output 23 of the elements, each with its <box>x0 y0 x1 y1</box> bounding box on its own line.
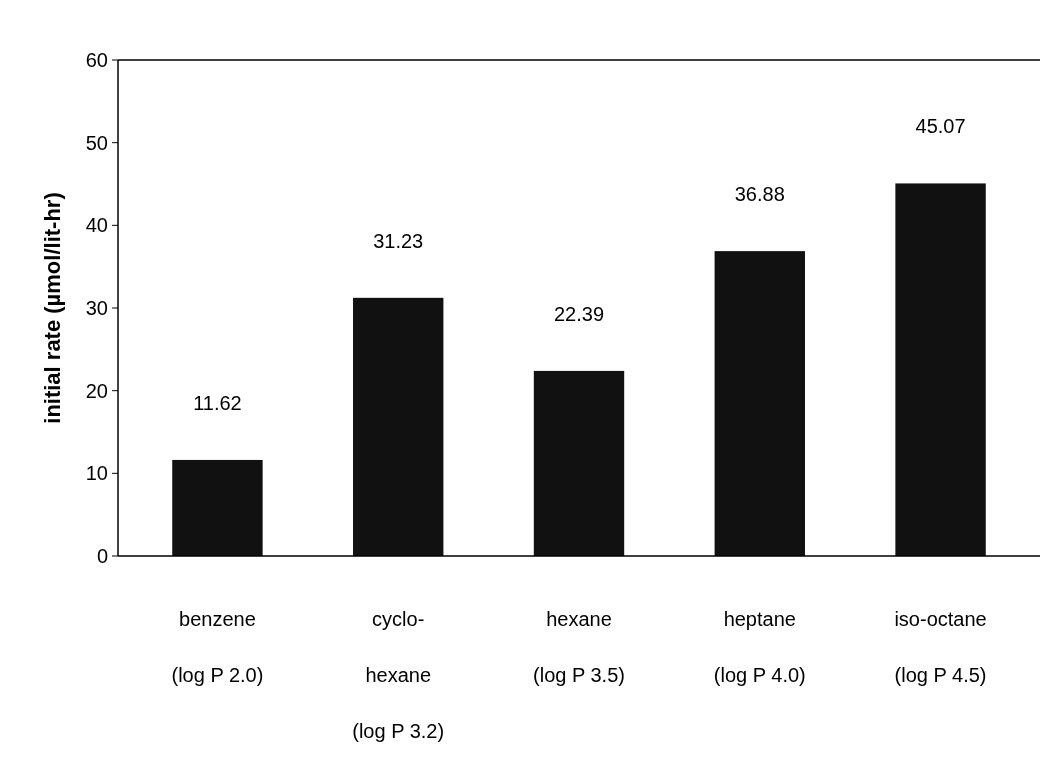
data-label: 22.39 <box>553 302 605 325</box>
data-label: 45.07 <box>915 115 966 138</box>
bar <box>895 183 986 556</box>
y-tick-label: 60 <box>85 49 108 71</box>
data-label: 11.62 <box>193 391 242 414</box>
bar <box>353 297 444 556</box>
category-label: heptane (log P 4.0) <box>713 608 806 686</box>
y-tick-label: 20 <box>85 379 108 402</box>
y-axis-title: initial rate (µmol/lit-hr) <box>40 192 65 424</box>
category-label: hexane (log P 3.5) <box>533 608 625 686</box>
y-tick-label: 30 <box>85 297 108 319</box>
y-tick-label: 0 <box>96 545 108 567</box>
y-tick-label: 10 <box>85 462 108 485</box>
category-label: iso-octane (log P 4.5) <box>894 608 987 686</box>
data-label: 36.88 <box>734 183 785 206</box>
y-tick-label: 40 <box>85 214 108 237</box>
y-tick-label: 50 <box>85 131 108 154</box>
category-label: cyclo- hexane (log P 3.2) <box>352 608 445 742</box>
bar <box>533 370 625 556</box>
bar <box>172 459 263 556</box>
category-label: benzene (log P 2.0) <box>171 608 264 686</box>
data-label: 31.23 <box>373 229 424 252</box>
bar <box>714 251 805 556</box>
